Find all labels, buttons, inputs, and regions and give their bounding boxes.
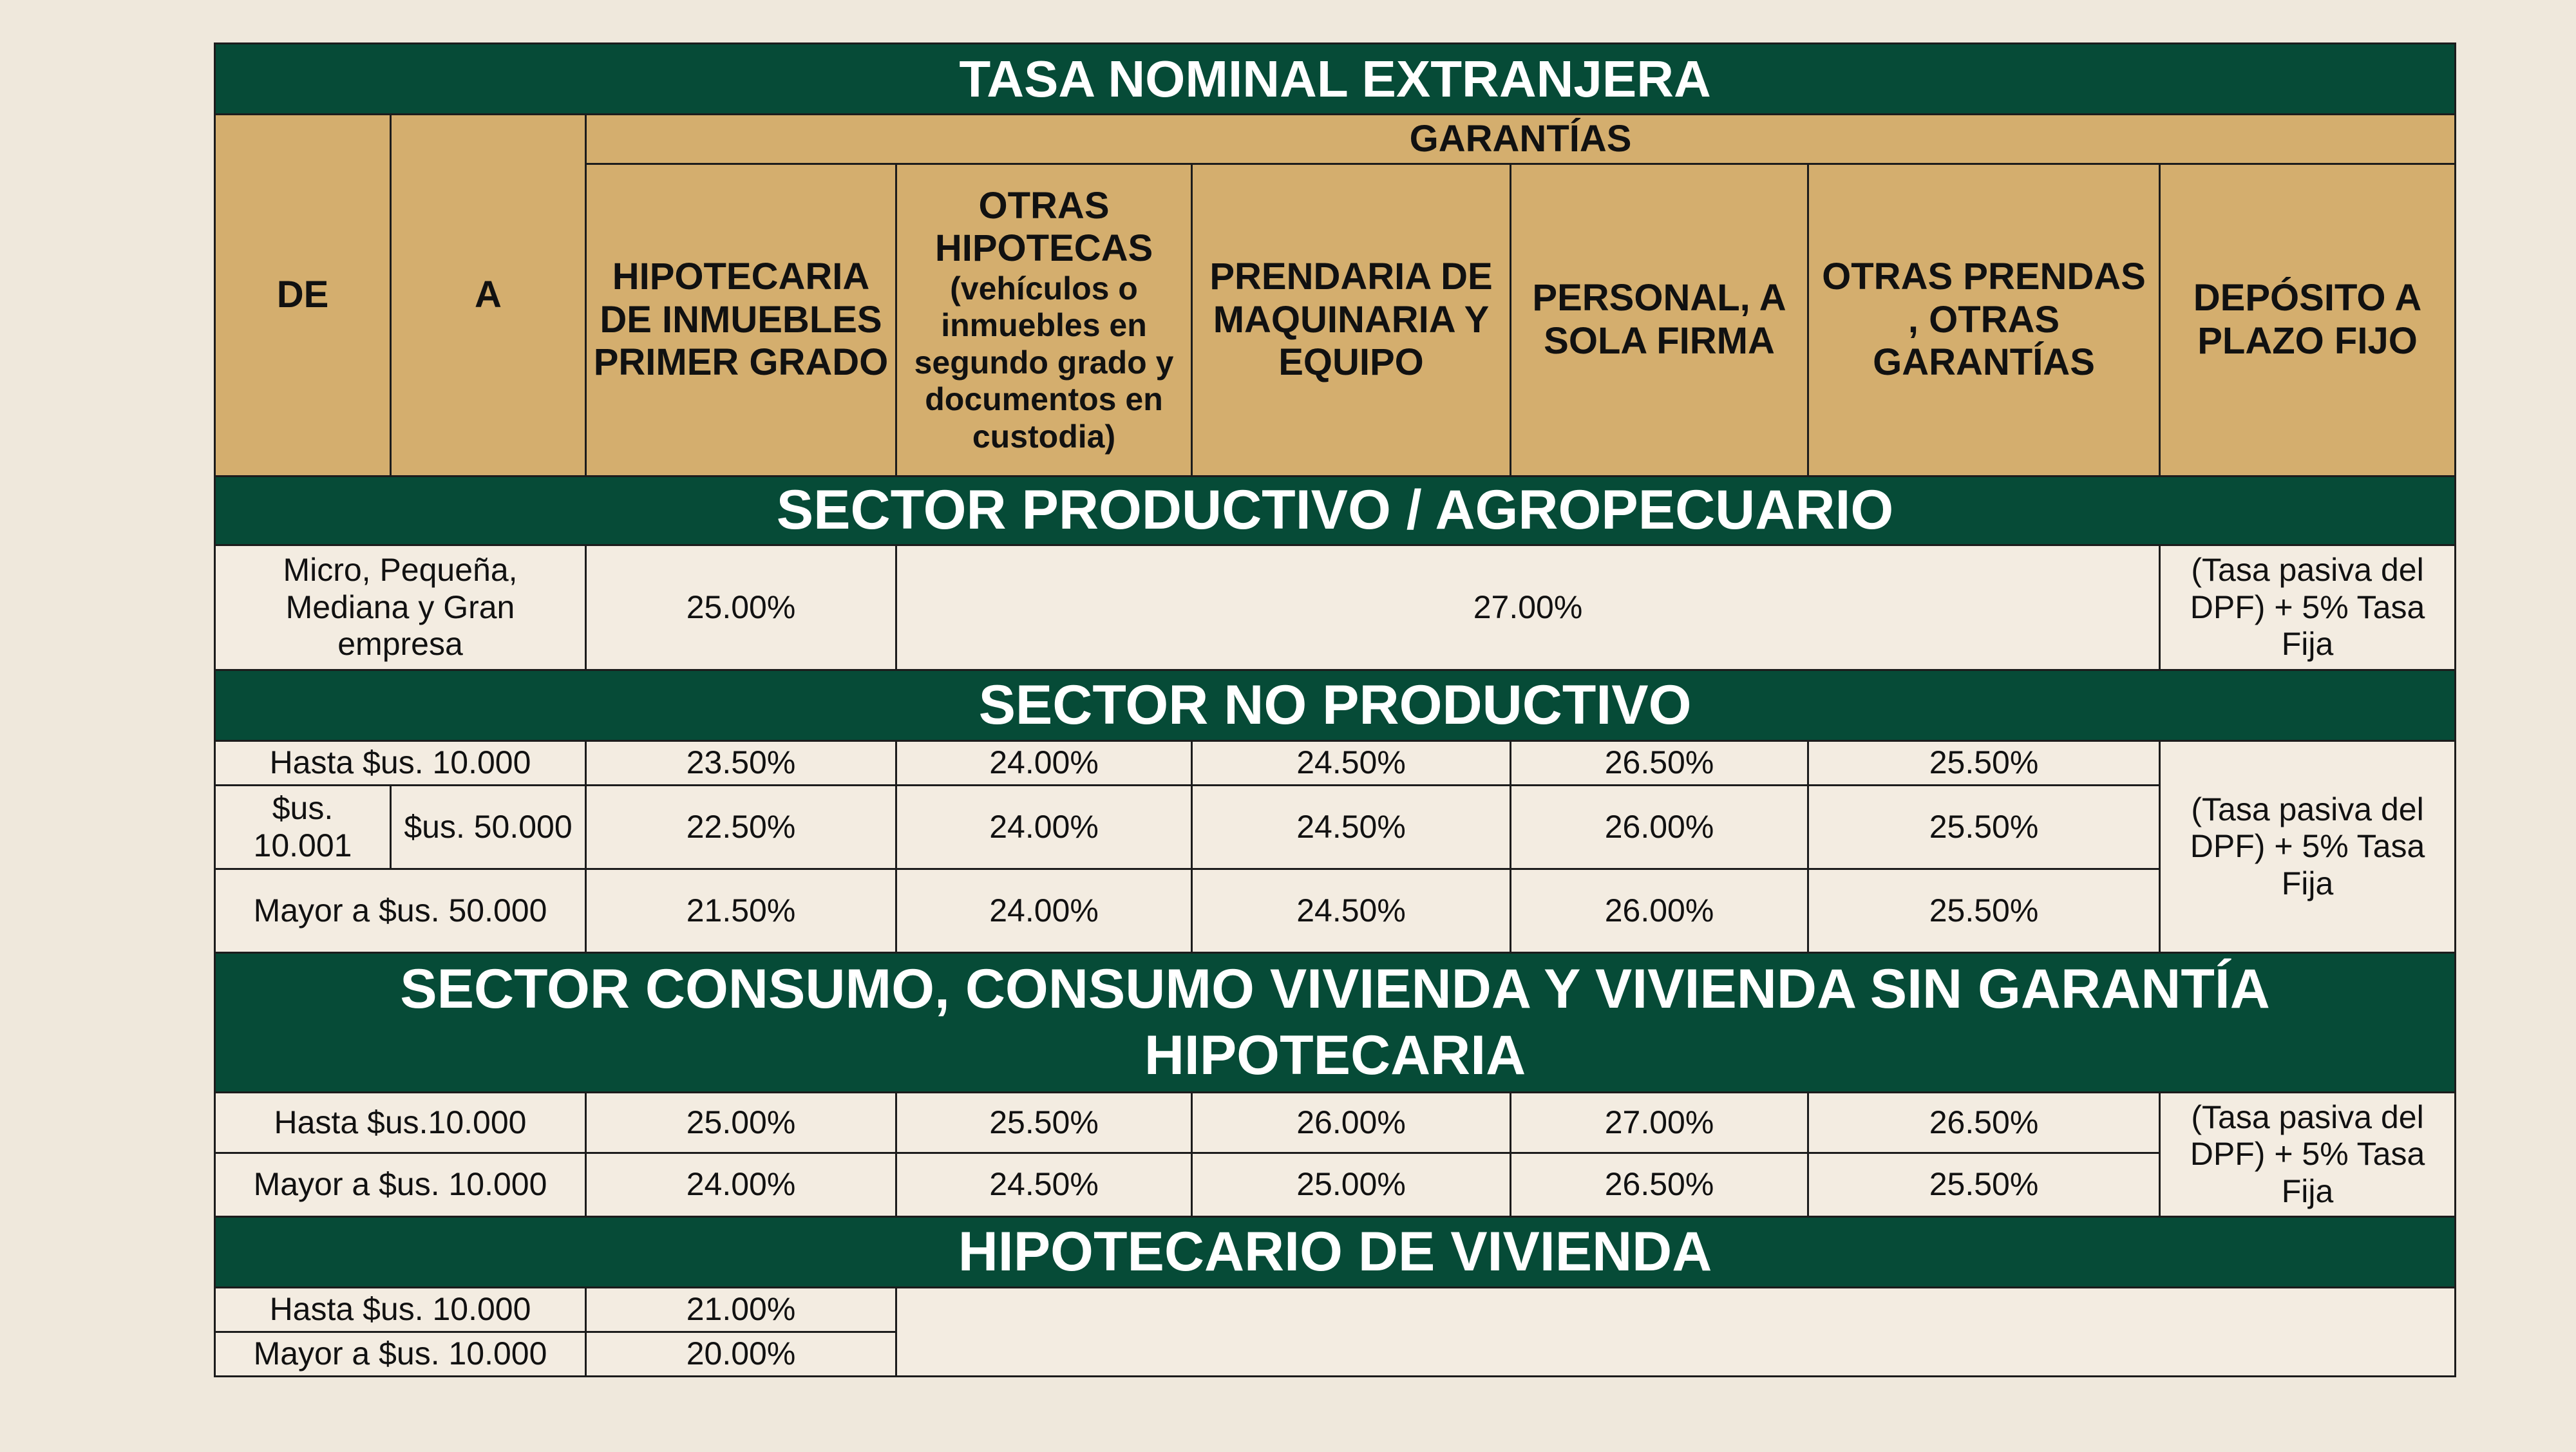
- rate: 25.50%: [895, 1091, 1193, 1154]
- rate: 25.50%: [1807, 740, 2161, 786]
- column-header: PERSONAL, A SOLA FIRMA: [1510, 163, 1809, 477]
- rate: 26.50%: [1510, 1152, 1809, 1218]
- rate: 23.50%: [585, 740, 897, 786]
- row-label: Mayor a $us. 10.000: [214, 1152, 587, 1218]
- column-header: PRENDARIA DE MAQUINARIA Y EQUIPO: [1191, 163, 1511, 477]
- deposito: (Tasa pasiva del DPF) + 5% Tasa Fija: [2158, 740, 2457, 954]
- row-de: $us. 10.001: [214, 784, 392, 870]
- header-garantias: GARANTÍAS: [584, 113, 2457, 165]
- section-title: HIPOTECARIO DE VIVIENDA: [213, 1216, 2457, 1288]
- row-label: Hasta $us. 10.000: [214, 1287, 587, 1333]
- rate: 24.50%: [1191, 784, 1511, 870]
- rate: 24.50%: [1191, 868, 1511, 954]
- rate: 22.50%: [585, 784, 897, 870]
- column-note: (vehículos o inmuebles en segundo grado …: [914, 270, 1174, 455]
- row-a: $us. 50.000: [390, 784, 587, 870]
- row-label: Hasta $us. 10.000: [214, 740, 587, 786]
- row-label: Hasta $us.10.000: [214, 1091, 587, 1154]
- column-header: OTRAS HIPOTECAS (vehículos o inmuebles en…: [895, 163, 1193, 477]
- rate: 25.50%: [1807, 868, 2161, 954]
- row-label: Mayor a $us. 50.000: [214, 868, 587, 954]
- deposito: (Tasa pasiva del DPF) + 5% Tasa Fija: [2158, 544, 2457, 671]
- rate: 21.00%: [585, 1287, 897, 1333]
- row-label: Micro, Pequeña, Mediana y Gran empresa: [214, 544, 587, 671]
- rate: 26.00%: [1191, 1091, 1511, 1154]
- rate: 27.00%: [895, 544, 2161, 671]
- header-de: DE: [214, 113, 392, 477]
- column-header: OTRAS PRENDAS , OTRAS GARANTÍAS: [1807, 163, 2161, 477]
- rate: 26.00%: [1510, 868, 1809, 954]
- rate: 25.50%: [1807, 784, 2161, 870]
- rates-table: TASA NOMINAL EXTRANJERA DE A GARANTÍAS H…: [213, 42, 2457, 1377]
- rate: 24.50%: [895, 1152, 1193, 1218]
- column-title: OTRAS HIPOTECAS: [934, 184, 1153, 270]
- empty-area: [895, 1287, 2457, 1377]
- rate: 25.50%: [1807, 1152, 2161, 1218]
- rate: 27.00%: [1510, 1091, 1809, 1154]
- column-header: HIPOTECARIA DE INMUEBLES PRIMER GRADO: [585, 163, 897, 477]
- rate: 26.50%: [1807, 1091, 2161, 1154]
- header-a: A: [390, 113, 587, 477]
- rate: 26.50%: [1510, 740, 1809, 786]
- rate: 24.00%: [895, 868, 1193, 954]
- rate: 25.00%: [585, 1091, 897, 1154]
- section-title: SECTOR CONSUMO, CONSUMO VIVIENDA Y VIVIE…: [213, 952, 2457, 1093]
- column-header: DEPÓSITO A PLAZO FIJO: [2158, 163, 2457, 477]
- rate: 24.00%: [895, 740, 1193, 786]
- section-title: SECTOR NO PRODUCTIVO: [213, 669, 2457, 742]
- row-label: Mayor a $us. 10.000: [214, 1331, 587, 1377]
- rate: 20.00%: [585, 1331, 897, 1377]
- rate: 26.00%: [1510, 784, 1809, 870]
- title: TASA NOMINAL EXTRANJERA: [213, 42, 2457, 115]
- rate: 24.00%: [585, 1152, 897, 1218]
- rate: 25.00%: [585, 544, 897, 671]
- rate: 21.50%: [585, 868, 897, 954]
- deposito: (Tasa pasiva del DPF) + 5% Tasa Fija: [2158, 1091, 2457, 1218]
- rate: 24.00%: [895, 784, 1193, 870]
- rate: 25.00%: [1191, 1152, 1511, 1218]
- rate: 24.50%: [1191, 740, 1511, 786]
- section-title: SECTOR PRODUCTIVO / AGROPECUARIO: [213, 475, 2457, 546]
